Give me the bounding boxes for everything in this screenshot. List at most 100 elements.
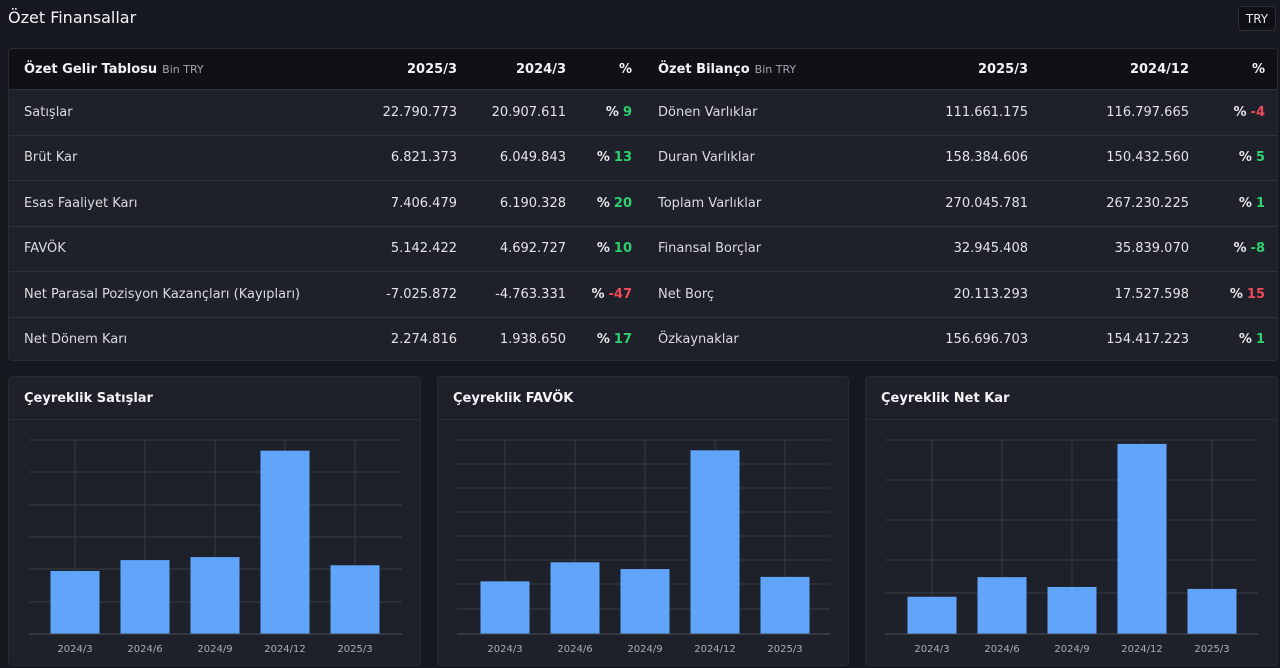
x-tick-label: 2024/3 [914, 644, 949, 655]
income-col-current[interactable]: 2025/3 [407, 61, 457, 77]
balance-row-change: % 5 [1199, 136, 1265, 180]
x-tick-label: 2024/12 [1121, 644, 1163, 655]
chart-bar[interactable] [330, 565, 380, 634]
percent-sign: % [596, 150, 610, 165]
income-col-percent[interactable]: % [618, 61, 632, 77]
income-row-label: Net Dönem Karı [24, 332, 128, 347]
page-header: Özet Finansallar TRY [0, 0, 1280, 36]
chart-bar[interactable] [977, 577, 1027, 634]
percent-sign: % [1233, 241, 1247, 256]
percent-sign: % [591, 286, 605, 302]
percent-value: 20 [613, 195, 632, 211]
chart-bar[interactable] [907, 596, 957, 634]
balance-row-label: Toplam Varlıklar [658, 195, 762, 211]
balance-row-label: Duran Varlıklar [658, 150, 755, 165]
balance-row-current: 158.384.606 [945, 150, 1028, 165]
sales-bar-chart: 2024/3 2024/6 2024/9 2024/12 2025/3 [29, 439, 402, 655]
chart-bar[interactable] [1187, 588, 1237, 634]
percent-value: 17 [613, 332, 632, 347]
income-row-current: 22.790.773 [382, 104, 457, 120]
chart-divider [9, 419, 420, 420]
income-row-change: % 10 [569, 227, 632, 271]
percent-value: 1 [1255, 195, 1265, 211]
income-row-label: Esas Faaliyet Karı [24, 195, 138, 211]
income-row-change: % -47 [569, 272, 632, 316]
chart-bar[interactable] [190, 557, 240, 634]
x-tick-label: 2025/3 [767, 644, 802, 655]
x-tick-label: 2024/9 [197, 644, 232, 655]
percent-value: 13 [613, 150, 632, 165]
chart-bar[interactable] [690, 450, 740, 634]
x-tick-label: 2025/3 [1194, 644, 1229, 655]
chart-card-ebitda: Çeyreklik FAVÖK 2024/3 2024/6 2024/9 2024/1… [437, 376, 849, 666]
balance-row-current: 111.661.175 [945, 104, 1028, 120]
balance-col-percent[interactable]: % [1251, 61, 1265, 77]
percent-sign: % [596, 195, 610, 211]
percent-value: -8 [1250, 241, 1265, 256]
income-row-change: % 13 [569, 136, 632, 180]
balance-row-previous: 154.417.223 [1106, 332, 1189, 347]
chart-bar[interactable] [120, 560, 170, 634]
income-row-change: % 20 [569, 181, 632, 225]
balance-row-current: 156.696.703 [945, 332, 1028, 347]
balance-row-label: Finansal Borçlar [658, 241, 762, 256]
x-tick-label: 2024/9 [627, 644, 662, 655]
table-row: FAVÖK 5.142.422 4.692.727% 10 Finansal Borçl… [9, 225, 1277, 271]
balance-row-previous: 17.527.598 [1114, 286, 1189, 302]
chart-bar[interactable] [760, 576, 810, 634]
chart-bar[interactable] [480, 581, 530, 634]
chart-bar[interactable] [1117, 443, 1167, 634]
table-row: Brüt Kar 6.821.373 6.049.843% 13 Duran Varlı… [9, 134, 1277, 180]
balance-col-current[interactable]: 2025/3 [978, 61, 1028, 77]
chart-bar[interactable] [550, 562, 600, 634]
percent-sign: % [596, 332, 610, 347]
chart-card-net-profit: Çeyreklik Net Kar 2024/3 2024/6 2024/9 2024… [865, 376, 1278, 666]
balance-row-label: Dönen Varlıklar [658, 104, 758, 120]
chart-bar[interactable] [260, 450, 310, 634]
percent-value: 9 [622, 104, 632, 120]
x-tick-label: 2024/6 [984, 644, 1019, 655]
chart-bar[interactable] [620, 569, 670, 634]
income-row-label: Net Parasal Pozisyon Kazançları (Kayıpla… [24, 286, 301, 302]
table-row: Net Dönem Karı 2.274.816 1.938.650% 17 Özkay… [9, 316, 1277, 361]
chart-divider [866, 419, 1277, 420]
balance-row-current: 270.045.781 [945, 195, 1028, 211]
percent-value: 10 [613, 241, 632, 256]
income-statement-heading: Özet Gelir Tablosu Bin TRY [24, 49, 344, 89]
income-row-current: -7.025.872 [386, 286, 457, 302]
balance-sheet-title: Özet Bilanço [658, 61, 750, 77]
income-row-current: 5.142.422 [390, 241, 457, 256]
income-row-change: % 9 [569, 90, 632, 134]
net-profit-bar-chart: 2024/3 2024/6 2024/9 2024/12 2025/3 [885, 439, 1258, 655]
x-tick-label: 2025/3 [337, 644, 372, 655]
balance-row-previous: 116.797.665 [1106, 104, 1189, 120]
x-tick-label: 2024/12 [264, 644, 306, 655]
balance-col-previous[interactable]: 2024/12 [1129, 61, 1189, 77]
chart-bar[interactable] [50, 570, 100, 634]
balance-sheet-heading: Özet Bilanço Bin TRY [658, 49, 958, 89]
table-row: Esas Faaliyet Karı 7.406.479 6.190.328% 20 T… [9, 180, 1277, 225]
balance-row-change: % 1 [1199, 318, 1265, 361]
table-row: Net Parasal Pozisyon Kazançları (Kayıpla… [9, 271, 1277, 316]
x-tick-label: 2024/3 [57, 644, 92, 655]
income-col-previous[interactable]: 2024/3 [516, 61, 566, 77]
income-row-current: 2.274.816 [390, 332, 457, 347]
balance-row-change: % -4 [1199, 90, 1265, 134]
percent-sign: % [605, 104, 619, 120]
currency-selector-button[interactable]: TRY [1238, 6, 1276, 31]
ebitda-bar-chart: 2024/3 2024/6 2024/9 2024/12 2025/3 [457, 439, 830, 655]
income-row-previous: 1.938.650 [499, 332, 566, 347]
balance-row-previous: 267.230.225 [1106, 195, 1189, 211]
percent-value: 1 [1255, 332, 1265, 347]
table-row: Satışlar 22.790.773 20.907.611% 9 Dönen Varl… [9, 89, 1277, 134]
income-statement-unit: Bin TRY [162, 62, 204, 76]
percent-sign: % [1238, 332, 1252, 347]
income-row-current: 6.821.373 [390, 150, 457, 165]
income-row-label: Satışlar [24, 104, 73, 120]
balance-sheet-unit: Bin TRY [754, 62, 797, 76]
balance-row-previous: 150.432.560 [1106, 150, 1189, 165]
percent-sign: % [1233, 104, 1247, 120]
percent-sign: % [1238, 195, 1252, 211]
income-row-previous: -4.763.331 [495, 286, 566, 302]
chart-bar[interactable] [1047, 586, 1097, 634]
